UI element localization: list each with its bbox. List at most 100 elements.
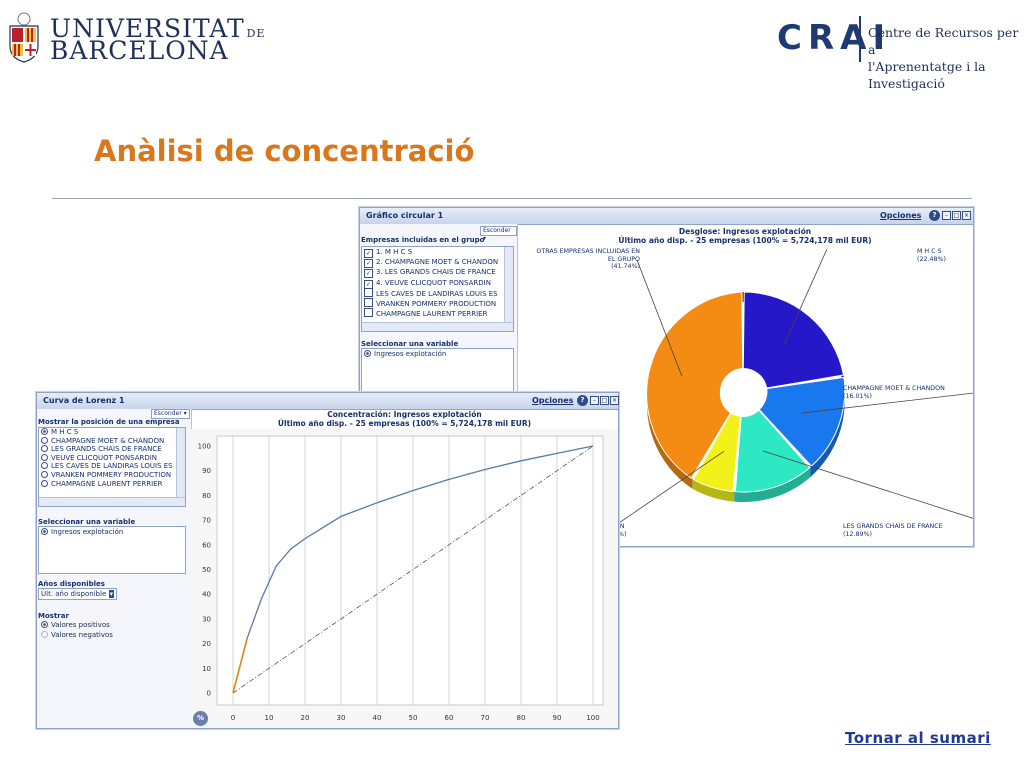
pie-label-veuve-pct: %) <box>618 530 627 538</box>
lorenz-hide-button[interactable]: Esconder ▾ <box>151 409 190 419</box>
position-row[interactable]: CHAMPAGNE LAURENT PERRIER <box>39 479 185 489</box>
pie-label-others-pct: (41.74%) <box>611 263 640 270</box>
company-row[interactable]: ✓ 4. VEUVE CLICQUOT PONSARDIN <box>362 278 513 289</box>
company-row[interactable]: ✓ 1. M H C S <box>362 247 513 258</box>
help-icon[interactable]: ? <box>577 395 588 406</box>
crai-subtitle-line2: l'Aprenentatge i la Investigació <box>868 59 986 91</box>
y-tick-label: 60 <box>202 541 211 549</box>
show-positive-label: Valores positivos <box>51 621 110 629</box>
position-row[interactable]: M H C S <box>39 428 185 437</box>
years-select-value: Últ. año disponible <box>41 590 107 598</box>
pie-label-moet-name: CHAMPAGNE MOET & CHANDON <box>843 385 945 392</box>
percent-badge[interactable]: % <box>193 711 208 726</box>
checkbox-checked-icon[interactable]: ✓ <box>364 269 373 279</box>
position-row[interactable]: VEUVE CLICQUOT PONSARDIN <box>39 453 185 463</box>
pie-leader-line <box>783 248 828 346</box>
y-tick-label: 80 <box>202 492 211 500</box>
company-row[interactable]: VRANKEN POMMERY PRODUCTION <box>362 297 513 308</box>
checkbox-empty-icon[interactable] <box>364 297 373 307</box>
pie-label-moet: CHAMPAGNE MOET & CHANDON (16.01%) <box>843 385 945 400</box>
company-row[interactable]: CHAMPAGNE LAURENT PERRIER <box>362 308 513 318</box>
lorenz-highlight-segment <box>232 637 249 694</box>
radio-selected-icon[interactable] <box>41 428 48 435</box>
company-row[interactable]: ✓ 3. LES GRANDS CHAIS DE FRANCE <box>362 267 513 279</box>
radio-unselected-icon[interactable] <box>41 479 48 487</box>
crai-subtitle-line1: Centre de Recursos per a <box>868 25 1019 57</box>
position-label: CHAMPAGNE MOET & CHANDON <box>51 436 165 445</box>
lorenz-left-panel: Esconder ▾ Mostrar la posición de una em… <box>37 409 192 728</box>
pie-chart-title-line2: Último año disp. - 25 empresas (100% = 5… <box>618 236 872 245</box>
pie-variable-option[interactable]: Ingresos explotación <box>362 349 513 359</box>
pie-label-others-name: OTRAS EMPRESAS INCLUIDAS EN EL GRUPO <box>536 248 640 263</box>
pie-slice[interactable] <box>758 376 846 467</box>
pie-variable-label: Ingresos explotación <box>374 350 447 358</box>
x-tick-label: 0 <box>231 714 235 722</box>
crai-divider <box>859 16 861 62</box>
show-negative-label: Valores negativos <box>51 631 113 639</box>
pie-slice[interactable] <box>742 291 845 389</box>
company-label: 2. CHAMPAGNE MOET & CHANDON <box>376 258 499 267</box>
y-tick-label: 50 <box>202 566 211 574</box>
position-vscroll[interactable] <box>176 428 185 506</box>
position-hscroll[interactable] <box>39 497 185 506</box>
companies-vscroll[interactable] <box>504 247 513 331</box>
y-tick-label: 0 <box>207 690 211 698</box>
radio-selected-icon <box>41 621 48 628</box>
checkbox-checked-icon[interactable]: ✓ <box>364 259 373 269</box>
radio-unselected-icon[interactable] <box>41 445 48 453</box>
help-icon[interactable]: ? <box>929 210 940 221</box>
collapse-icon: ▾ <box>183 410 187 417</box>
radio-unselected-icon <box>41 631 48 638</box>
maximize-icon[interactable]: □ <box>952 211 961 220</box>
show-negative-option[interactable]: Valores negativos <box>39 630 113 640</box>
x-tick-label: 20 <box>301 714 310 722</box>
pie-label-chais-pct: (12.89%) <box>843 530 872 538</box>
position-label: M H C S <box>51 428 79 436</box>
years-select[interactable]: Últ. año disponible ▾ <box>38 588 118 600</box>
pie-leader-line <box>762 450 973 519</box>
lorenz-variable-option[interactable]: Ingresos explotación <box>39 527 185 537</box>
companies-hscroll[interactable] <box>362 322 513 331</box>
lorenz-curve <box>232 445 594 694</box>
minimize-icon[interactable]: – <box>942 211 951 220</box>
minimize-icon[interactable]: – <box>590 396 599 405</box>
lorenz-chart-title-line1: Concentración: Ingresos explotación <box>327 410 482 419</box>
lorenz-window-title: Curva de Lorenz 1 <box>43 396 125 405</box>
show-positive-option[interactable]: Valores positivos <box>39 620 110 630</box>
radio-unselected-icon[interactable] <box>41 462 48 470</box>
pie-label-chais: LES GRANDS CHAIS DE FRANCE (12.89%) <box>843 523 943 538</box>
back-to-summary-link[interactable]: Tornar al sumari <box>845 729 991 747</box>
close-icon[interactable]: × <box>962 211 971 220</box>
position-row[interactable]: LES CAVES DE LANDIRAS LOUIS ES <box>39 462 185 471</box>
position-list: M H C S CHAMPAGNE MOET & CHANDON LES GRAND… <box>38 427 186 507</box>
position-row[interactable]: VRANKEN POMMERY PRODUCTION <box>39 470 185 480</box>
checkbox-empty-icon[interactable] <box>364 308 373 318</box>
position-label: VEUVE CLICQUOT PONSARDIN <box>51 453 158 462</box>
checkbox-checked-icon[interactable]: ✓ <box>364 249 373 258</box>
company-label: LES CAVES DE LANDIRAS LOUIS ES <box>376 289 498 298</box>
position-label: VRANKEN POMMERY PRODUCTION <box>51 470 172 479</box>
x-tick-label: 10 <box>265 714 274 722</box>
maximize-icon[interactable]: □ <box>600 396 609 405</box>
pie-label-moet-pct: (16.01%) <box>843 392 872 400</box>
close-icon[interactable]: × <box>610 396 619 405</box>
x-tick-label: 30 <box>337 714 346 722</box>
position-row[interactable]: CHAMPAGNE MOET & CHANDON <box>39 436 185 446</box>
checkbox-empty-icon[interactable] <box>364 287 373 297</box>
radio-unselected-icon[interactable] <box>41 470 48 478</box>
company-row[interactable]: ✓ 2. CHAMPAGNE MOET & CHANDON <box>362 257 513 269</box>
pie-hide-button[interactable]: Esconder ▾ <box>480 226 517 242</box>
pie-slice[interactable] <box>646 291 744 479</box>
radio-unselected-icon[interactable] <box>41 453 48 461</box>
ub-logo <box>6 12 42 64</box>
companies-heading: Empresas incluidas en el grupo <box>361 236 485 244</box>
radio-unselected-icon[interactable] <box>41 436 48 444</box>
radio-selected-icon <box>41 528 48 535</box>
pie-options-link[interactable]: Opciones <box>880 211 922 220</box>
x-tick-label: 70 <box>481 714 490 722</box>
pie-label-mhcs-name: M H C S <box>917 248 942 255</box>
position-row[interactable]: LES GRANDS CHAIS DE FRANCE <box>39 445 185 454</box>
company-row[interactable]: LES CAVES DE LANDIRAS LOUIS ES <box>362 287 513 298</box>
pie-leader-line <box>636 259 683 377</box>
lorenz-options-link[interactable]: Opciones <box>532 396 574 405</box>
